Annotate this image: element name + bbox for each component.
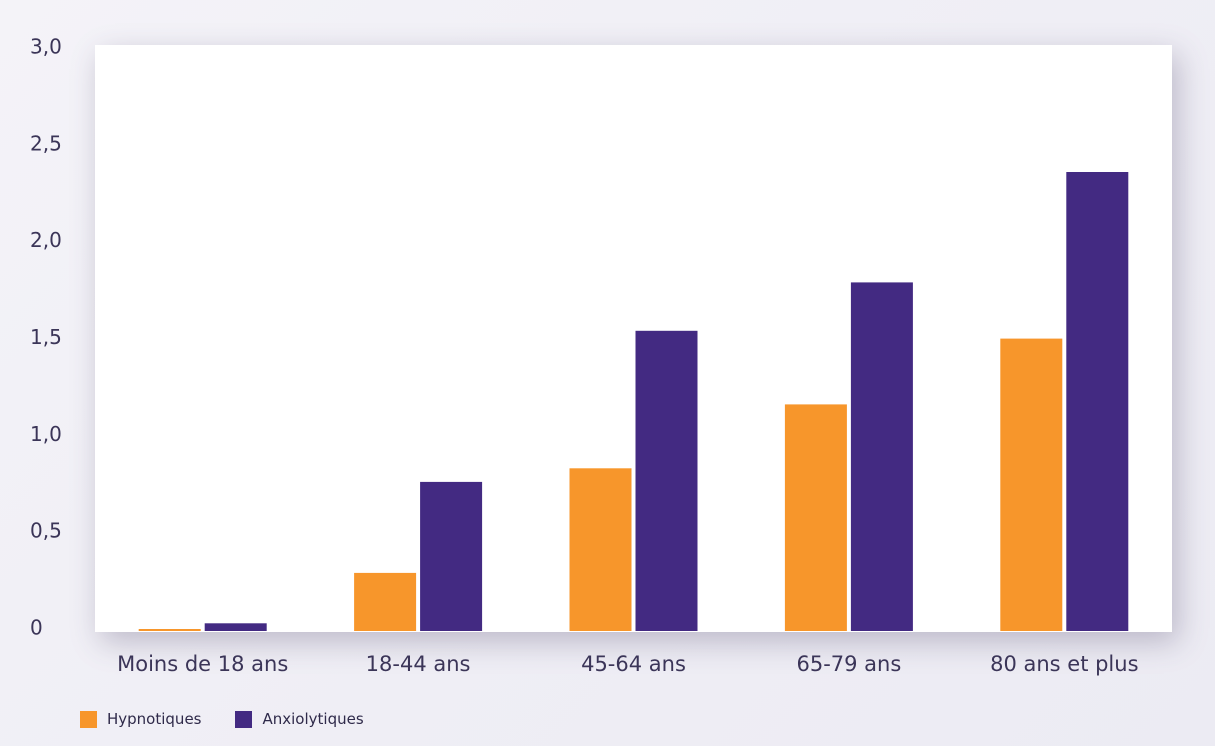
legend-label-hypnotiques: Hypnotiques [107,710,202,728]
bar-hypnotiques-1 [354,572,417,631]
legend: Hypnotiques Anxiolytiques [80,710,364,728]
bar-anxiolytiques-1 [420,481,483,631]
legend-swatch-anxiolytiques [235,710,253,728]
y-tick-label: 1,5 [30,325,62,349]
legend-swatch-hypnotiques [80,710,97,728]
y-tick-label: 0 [30,616,43,640]
y-tick-label: 2,5 [30,131,62,155]
y-tick-label: 0,5 [30,519,62,543]
bar-anxiolytiques-3 [850,282,913,631]
x-axis: Moins de 18 ans 18-44 ans 45-64 ans 65-79 a… [117,652,1138,676]
legend-item-anxiolytiques: Anxiolytiques [235,710,364,728]
x-tick-label: Moins de 18 ans [117,652,288,676]
x-tick-label: 65-79 ans [796,652,901,676]
bar-hypnotiques-0 [138,629,201,631]
plot-area [95,45,1172,632]
bar-anxiolytiques-0 [204,623,267,631]
bar-anxiolytiques-4 [1066,172,1129,631]
bar-anxiolytiques-2 [635,330,698,631]
bar-hypnotiques-3 [784,404,847,631]
y-axis: 0 0,5 1,0 1,5 2,0 2,5 3,0 [30,35,62,640]
bar-hypnotiques-4 [1000,338,1063,631]
y-tick-label: 2,0 [30,228,62,252]
legend-label-anxiolytiques: Anxiolytiques [262,710,364,728]
legend-item-hypnotiques: Hypnotiques [80,710,201,728]
y-tick-label: 3,0 [30,35,62,59]
x-tick-label: 18-44 ans [366,652,471,676]
x-tick-label: 45-64 ans [581,652,686,676]
x-tick-label: 80 ans et plus [990,652,1138,676]
bars [138,172,1129,631]
y-tick-label: 1,0 [30,422,62,446]
bar-hypnotiques-2 [569,468,632,631]
